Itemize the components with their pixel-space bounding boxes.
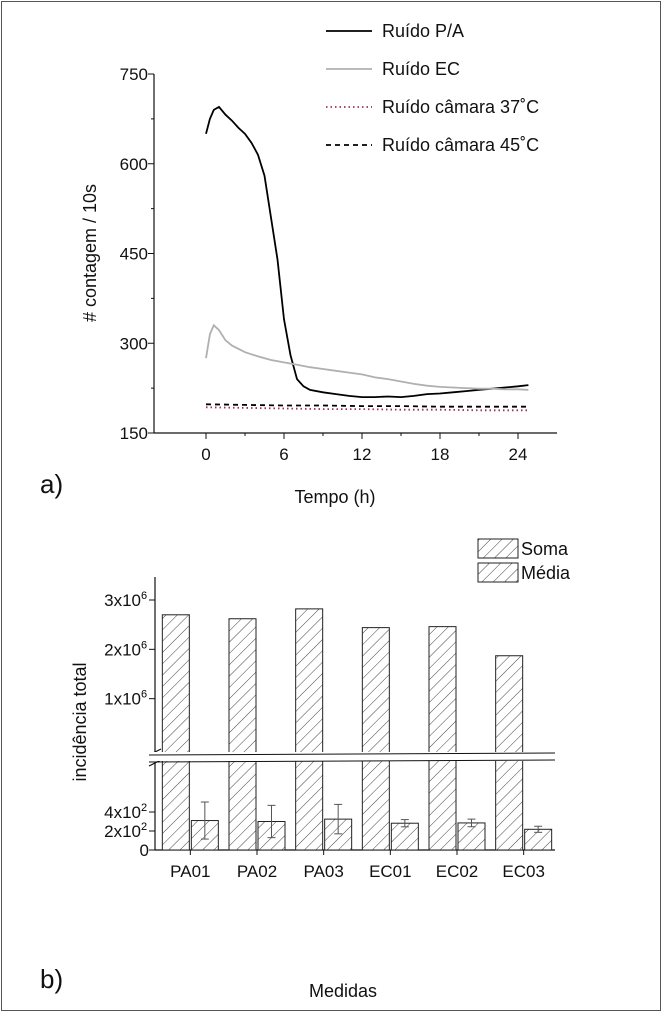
- panel-b-upper-y-tick-label: 1x10: [104, 690, 141, 709]
- panel-b-upper-y-tick-exponent: 6: [141, 639, 147, 651]
- panel-b-x-tick-label: EC02: [436, 862, 479, 881]
- bar-soma: [361, 627, 390, 851]
- panel-a-y-tick-label: 450: [120, 245, 148, 264]
- bar-soma: [161, 614, 190, 851]
- panel-a-y-axis-label: # contagem / 10s: [80, 184, 100, 322]
- panel-b-upper-y-tick-exponent: 6: [141, 689, 147, 701]
- panel-b-x-tick-label: PA02: [237, 862, 277, 881]
- panel-b-y-axis-label: incidência total: [70, 662, 90, 781]
- legend-label-4: Ruído câmara 45˚C: [382, 135, 539, 155]
- panel-a-x-axis-label: Tempo (h): [294, 487, 375, 507]
- panel-a-x-tick-label: 24: [509, 445, 528, 464]
- legend-swatch-soma: [477, 538, 519, 559]
- legend-swatch-média: [477, 562, 519, 583]
- panel-b-x-tick-label: PA01: [170, 862, 210, 881]
- series-line-4: [205, 403, 529, 408]
- legend-label-3: Ruído câmara 37˚C: [382, 97, 539, 117]
- series-line-3: [205, 406, 529, 412]
- panel-a-y-tick-label: 750: [120, 65, 148, 84]
- panel-b-label: b): [40, 964, 63, 994]
- panel-b-lower-y-tick-exponent: 2: [141, 802, 147, 814]
- panel-a-x-tick-label: 18: [431, 445, 450, 464]
- legend-label-2: Ruído EC: [382, 59, 460, 79]
- series-line-2: [205, 323, 529, 391]
- bar-soma: [228, 618, 257, 851]
- panel-a-label: a): [40, 469, 63, 499]
- axis-break-line: [148, 759, 556, 763]
- panel-b-x-tick-label: EC03: [502, 862, 545, 881]
- panel-b-upper-y-tick-label: 3x10: [104, 591, 141, 610]
- panel-a-line-chart: 150 300 450 600 750 0 6 12 18 24 Ruído P/A Ruído EC…: [120, 12, 600, 464]
- bar-soma: [295, 608, 324, 851]
- legend-label-1: Ruído P/A: [382, 21, 464, 41]
- panel-a-x-tick-label: 6: [279, 445, 288, 464]
- axis-break-gap: [147, 752, 559, 761]
- panel-a-x-tick-label: 0: [201, 445, 210, 464]
- axis-break-line: [148, 752, 556, 756]
- panel-b-x-tick-label: PA03: [304, 862, 344, 881]
- panel-b-x-axis-label: Medidas: [309, 981, 377, 1001]
- panel-b-legend: Soma Média: [477, 538, 571, 583]
- series-line-1: [205, 105, 529, 399]
- panel-b-upper-y-tick-label: 2x10: [104, 640, 141, 659]
- panel-b-upper-y-tick-exponent: 6: [141, 590, 147, 602]
- panel-a-y-tick-label: 300: [120, 334, 148, 353]
- panel-b-lower-y-tick-label: 0: [140, 841, 149, 860]
- legend-background: [300, 12, 600, 180]
- legend-label: Média: [521, 563, 571, 583]
- panel-b-x-tick-label: EC01: [369, 862, 412, 881]
- legend-label: Soma: [521, 539, 569, 559]
- panel-a-x-tick-label: 12: [353, 445, 372, 464]
- panel-b-lower-y-tick-label: 2x10: [104, 822, 141, 841]
- panel-a-y-tick-label: 600: [120, 155, 148, 174]
- panel-a-y-tick-label: 150: [120, 424, 148, 443]
- bar-media: [457, 822, 486, 851]
- panel-b-lower-y-tick-exponent: 2: [141, 821, 147, 833]
- bar-soma: [428, 626, 457, 851]
- panel-a-legend: Ruído P/A Ruído EC Ruído câmara 37˚C Ruído …: [300, 12, 600, 180]
- panel-b-lower-y-tick-label: 4x10: [104, 803, 141, 822]
